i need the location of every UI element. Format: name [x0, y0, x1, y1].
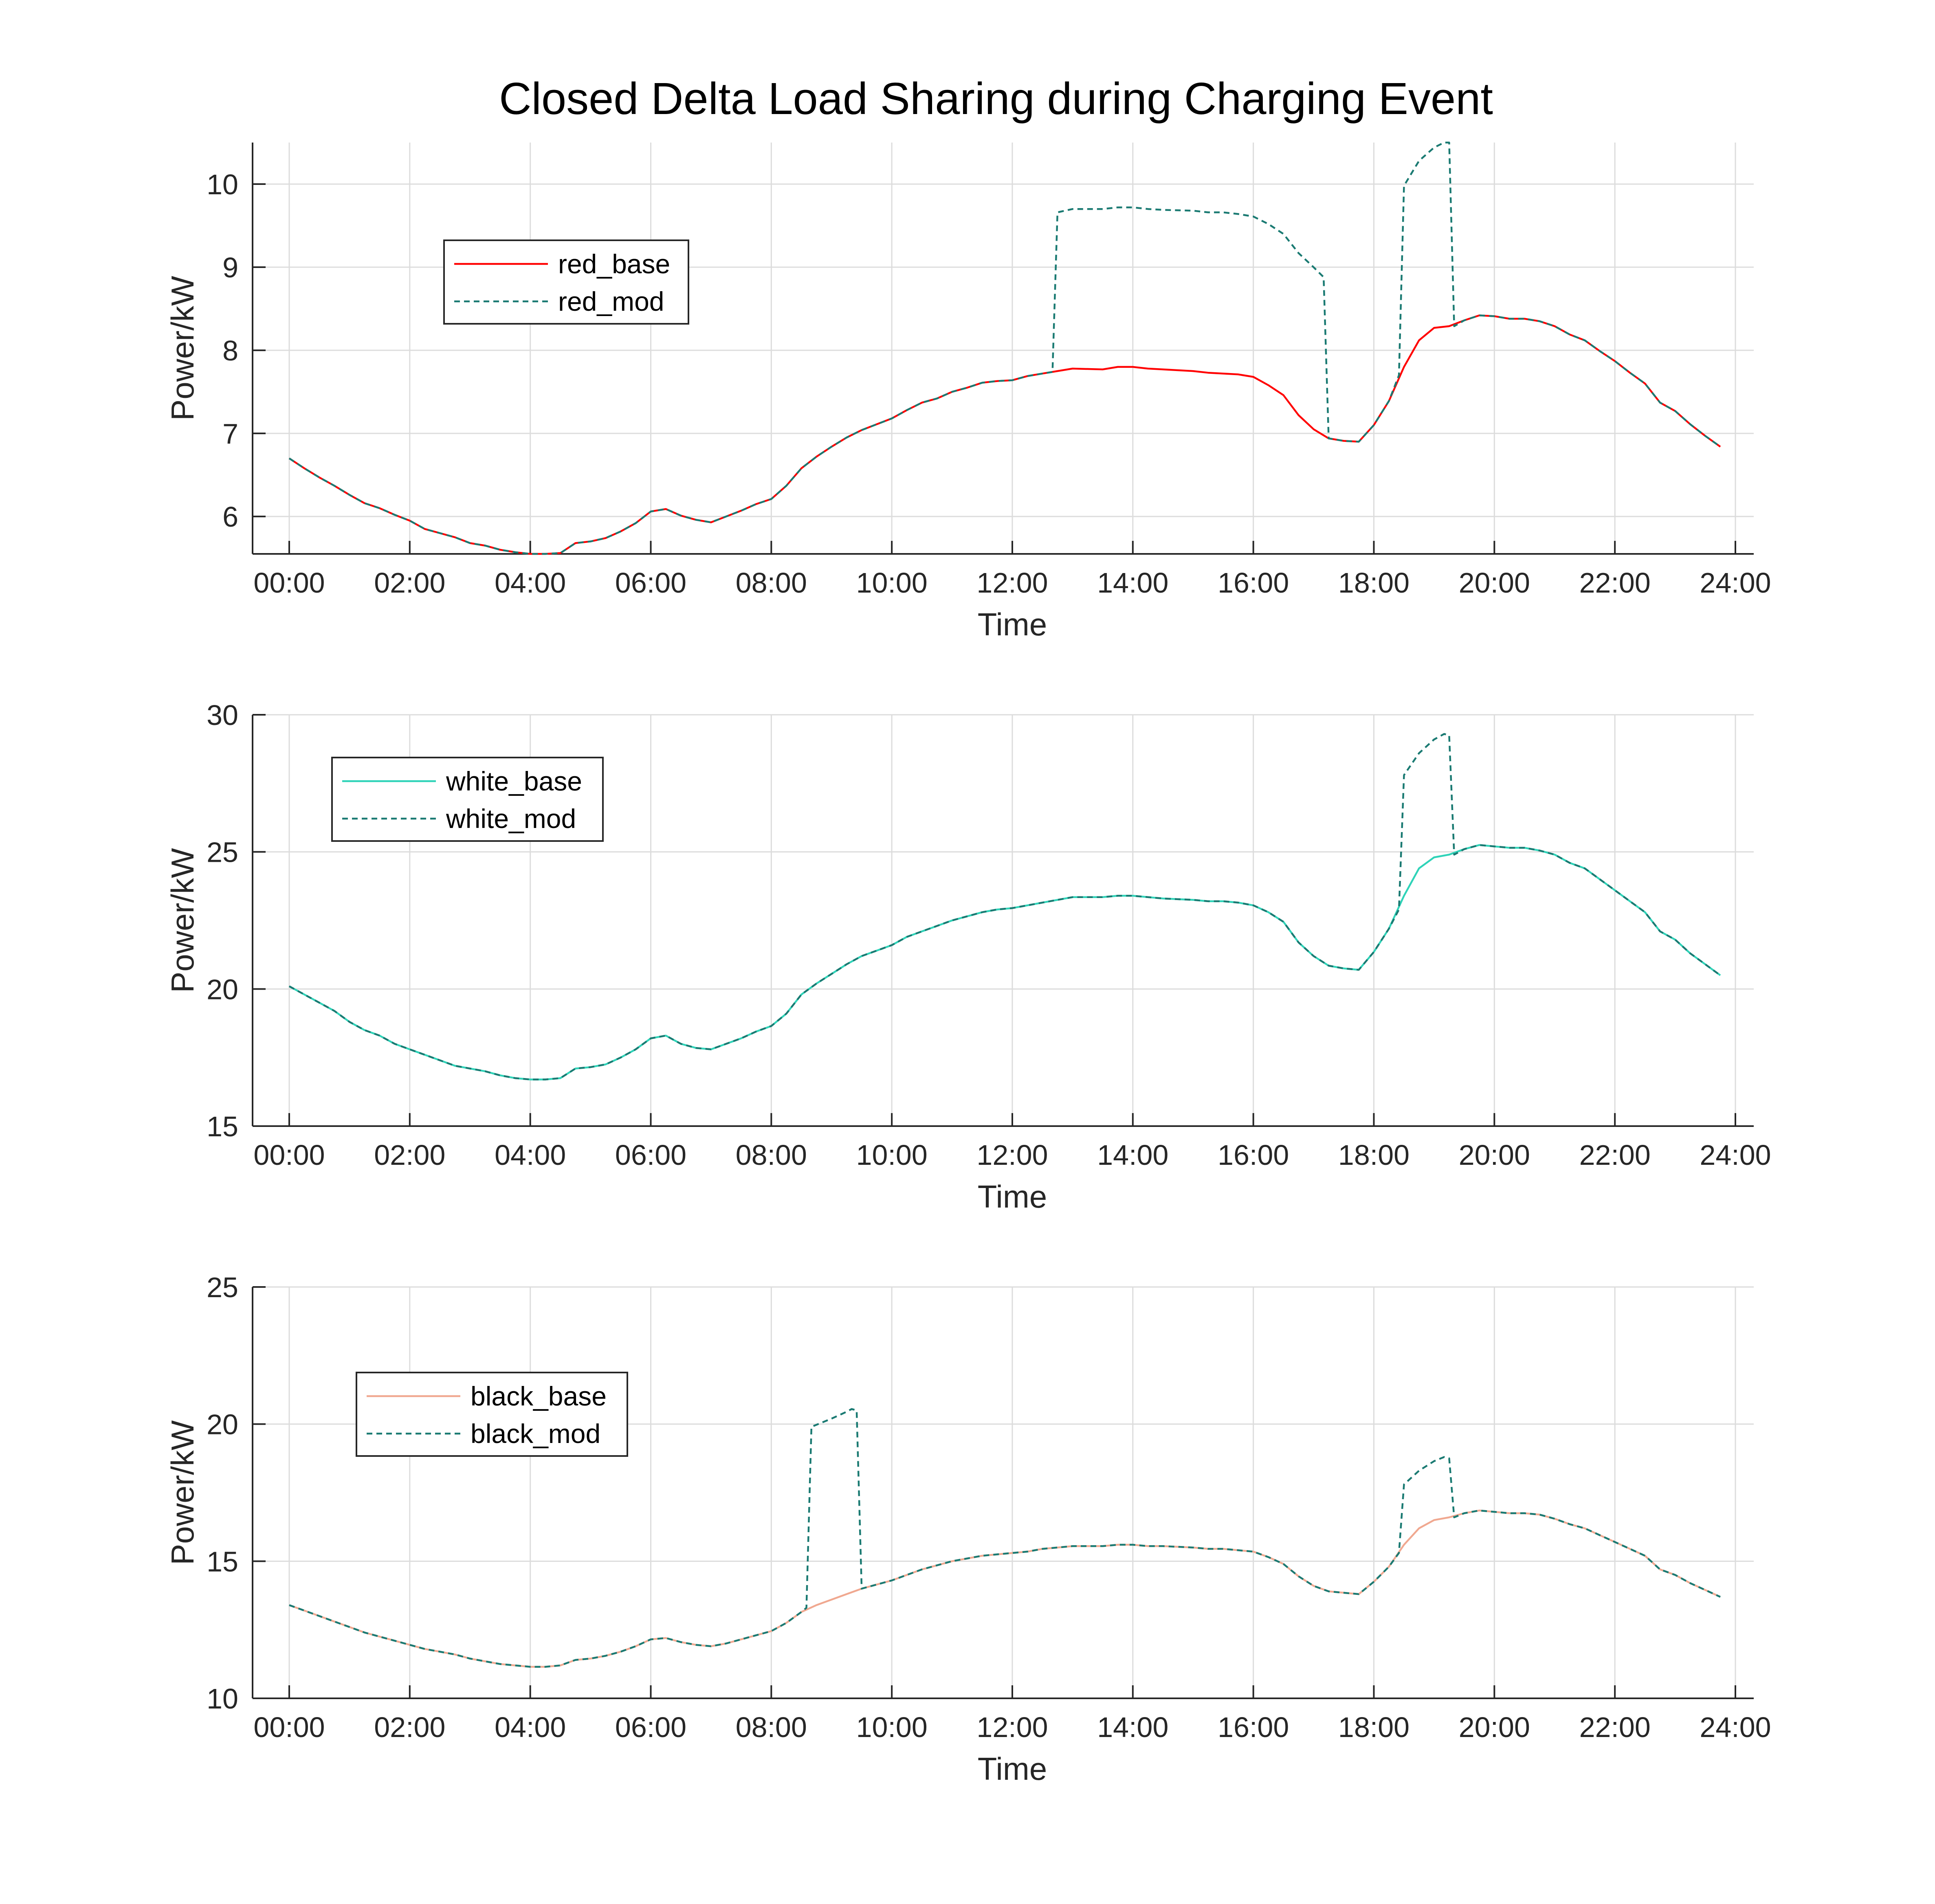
- legend-box: [443, 239, 689, 325]
- x-tick-label: 22:00: [1579, 1139, 1651, 1171]
- x-tick-label: 08:00: [736, 1139, 807, 1171]
- legend: black_base black_mod: [356, 1372, 628, 1457]
- x-tick-label: 24:00: [1700, 1139, 1771, 1171]
- x-axis-label: Time: [978, 1751, 1047, 1787]
- series-line-white_mod: [288, 733, 1721, 1080]
- x-tick-label: 20:00: [1459, 1711, 1530, 1743]
- x-tick-label: 12:00: [976, 567, 1048, 599]
- x-tick-label: 06:00: [615, 567, 686, 599]
- legend: white_base white_mod: [331, 757, 604, 842]
- legend-label: red_base: [558, 249, 670, 279]
- plot-area: [288, 141, 1721, 555]
- y-axis-label: Power/kW: [165, 1420, 200, 1565]
- y-tick-label: 20: [207, 1409, 238, 1441]
- x-tick-label: 04:00: [495, 567, 566, 599]
- figure-title: Closed Delta Load Sharing during Chargin…: [499, 74, 1493, 124]
- x-tick-label: 00:00: [253, 1711, 325, 1743]
- y-axis-label: Power/kW: [165, 276, 200, 421]
- x-tick-label: 10:00: [856, 1711, 928, 1743]
- x-tick-label: 08:00: [736, 567, 807, 599]
- x-tick-label: 02:00: [374, 1139, 445, 1171]
- y-tick-label: 20: [207, 973, 238, 1005]
- y-tick-label: 15: [207, 1111, 238, 1142]
- y-tick-label: 10: [207, 169, 238, 200]
- y-tick-label: 30: [207, 699, 238, 731]
- grid: [253, 1286, 1754, 1699]
- plot-area: [289, 1408, 1721, 1668]
- grid: [253, 714, 1754, 1127]
- y-tick-label: 6: [222, 501, 238, 533]
- x-tick-label: 00:00: [253, 1139, 325, 1171]
- legend-label: red_mod: [558, 286, 664, 316]
- x-tick-label: 12:00: [976, 1139, 1048, 1171]
- x-tick-label: 24:00: [1700, 567, 1771, 599]
- x-tick-label: 18:00: [1338, 567, 1409, 599]
- plot-area: [288, 733, 1721, 1080]
- x-tick-label: 24:00: [1700, 1711, 1771, 1743]
- legend-label: black_base: [471, 1381, 607, 1411]
- legend-box: [331, 757, 604, 842]
- x-tick-label: 14:00: [1097, 1711, 1168, 1743]
- x-tick-label: 22:00: [1579, 1711, 1651, 1743]
- legend-box: [356, 1372, 628, 1457]
- x-tick-label: 06:00: [615, 1711, 686, 1743]
- x-tick-label: 14:00: [1097, 1139, 1168, 1171]
- y-tick-label: 10: [207, 1683, 238, 1715]
- series-line-black_mod: [289, 1408, 1721, 1668]
- x-tick-label: 04:00: [495, 1711, 566, 1743]
- x-tick-label: 10:00: [856, 567, 928, 599]
- x-tick-label: 22:00: [1579, 567, 1651, 599]
- legend: red_base red_mod: [443, 239, 689, 325]
- x-tick-label: 04:00: [495, 1139, 566, 1171]
- x-axis-label: Time: [978, 1179, 1047, 1214]
- legend-label: white_mod: [446, 804, 576, 834]
- x-tick-label: 20:00: [1459, 1139, 1530, 1171]
- x-tick-label: 14:00: [1097, 567, 1168, 599]
- subplot-2: 00:00 02:00 04:00 06:00 08:00 10:00 12:00 14:00…: [165, 699, 1771, 1214]
- x-tick-label: 16:00: [1218, 1139, 1289, 1171]
- x-tick-label: 20:00: [1459, 567, 1530, 599]
- x-tick-label: 02:00: [374, 1711, 445, 1743]
- series-line-white_base: [288, 844, 1721, 1080]
- y-tick-label: 15: [207, 1546, 238, 1577]
- x-tick-label: 02:00: [374, 567, 445, 599]
- subplot-1: 00:00 02:00 04:00 06:00 08:00 10:00 12:00 14:00…: [165, 141, 1771, 642]
- x-tick-label: 00:00: [253, 567, 325, 599]
- series-line-red_mod: [288, 141, 1721, 555]
- x-axis-label: Time: [978, 606, 1047, 642]
- grid: [253, 143, 1754, 554]
- y-axis-label: Power/kW: [165, 848, 200, 993]
- y-tick-label: 9: [222, 252, 238, 283]
- y-tick-label: 25: [207, 1272, 238, 1303]
- x-tick-label: 16:00: [1218, 1711, 1289, 1743]
- y-tick-label: 8: [222, 335, 238, 367]
- subplot-3: 00:00 02:00 04:00 06:00 08:00 10:00 12:00 14:00…: [165, 1272, 1771, 1787]
- subplot-stack: 00:00 02:00 04:00 06:00 08:00 10:00 12:00 14:00…: [165, 141, 1771, 1787]
- x-tick-label: 18:00: [1338, 1711, 1409, 1743]
- legend-label: black_mod: [471, 1419, 600, 1449]
- x-tick-label: 06:00: [615, 1139, 686, 1171]
- y-tick-label: 7: [222, 418, 238, 450]
- x-tick-label: 16:00: [1218, 567, 1289, 599]
- legend-label: white_base: [446, 766, 582, 796]
- y-tick-label: 25: [207, 837, 238, 868]
- x-tick-label: 10:00: [856, 1139, 928, 1171]
- x-tick-label: 12:00: [976, 1711, 1048, 1743]
- x-tick-label: 18:00: [1338, 1139, 1409, 1171]
- x-tick-label: 08:00: [736, 1711, 807, 1743]
